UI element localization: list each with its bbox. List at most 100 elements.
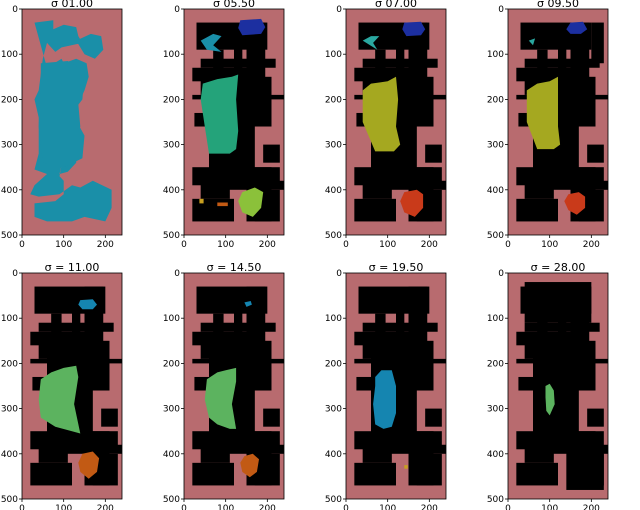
y-tick-label: 0 bbox=[174, 269, 180, 279]
wall-region bbox=[524, 180, 554, 199]
wall-region bbox=[518, 376, 533, 391]
segment-region bbox=[240, 453, 259, 478]
y-tick-label: 300 bbox=[325, 405, 342, 415]
y-tick-label: 500 bbox=[1, 231, 18, 241]
panel-title: σ = 28.00 bbox=[531, 261, 586, 274]
x-tick-label: 0 bbox=[19, 504, 25, 510]
wall-region bbox=[192, 462, 234, 486]
wall-region bbox=[254, 453, 280, 486]
segment-region bbox=[545, 383, 555, 416]
wall-region bbox=[516, 462, 558, 486]
wall-region bbox=[72, 300, 81, 346]
y-tick-label: 500 bbox=[325, 495, 342, 505]
heatmap-area bbox=[184, 9, 284, 235]
panel-title: σ 05.50 bbox=[213, 0, 255, 10]
x-tick-label: 200 bbox=[97, 504, 114, 510]
segment-region bbox=[204, 367, 237, 429]
wall-region bbox=[354, 358, 446, 364]
y-tick-label: 200 bbox=[487, 95, 504, 105]
segment-region bbox=[199, 198, 204, 204]
wall-region bbox=[354, 94, 446, 100]
segment-region bbox=[244, 301, 252, 307]
wall-region bbox=[362, 180, 392, 199]
x-tick-label: 100 bbox=[55, 240, 72, 250]
segment-region bbox=[404, 465, 408, 469]
y-tick-label: 500 bbox=[325, 231, 342, 241]
wall-region bbox=[354, 198, 396, 222]
segment-region bbox=[400, 189, 424, 217]
wall-region bbox=[354, 462, 396, 486]
segment-region bbox=[238, 18, 266, 36]
axes-frame bbox=[345, 8, 447, 236]
y-tick-label: 400 bbox=[487, 450, 504, 460]
y-tick-label: 200 bbox=[163, 95, 180, 105]
y-tick-label: 100 bbox=[1, 50, 18, 60]
wall-region bbox=[63, 444, 122, 454]
segment-region bbox=[564, 192, 586, 215]
y-tick-label: 500 bbox=[163, 231, 180, 241]
x-tick-label: 100 bbox=[217, 240, 234, 250]
wall-region bbox=[362, 444, 392, 463]
x-tick-label: 100 bbox=[379, 504, 396, 510]
wall-region bbox=[200, 444, 230, 463]
wall-region bbox=[404, 76, 434, 127]
y-tick-label: 100 bbox=[1, 314, 18, 324]
x-tick-label: 0 bbox=[181, 240, 187, 250]
wall-region bbox=[387, 444, 446, 454]
segment-region bbox=[78, 299, 97, 310]
y-tick-label: 500 bbox=[487, 495, 504, 505]
x-tick-label: 200 bbox=[97, 240, 114, 250]
wall-region bbox=[225, 444, 284, 454]
y-tick-label: 200 bbox=[325, 95, 342, 105]
wall-region bbox=[387, 180, 446, 190]
x-tick-label: 200 bbox=[421, 504, 438, 510]
y-tick-label: 0 bbox=[12, 269, 18, 279]
wall-region bbox=[192, 358, 284, 364]
segment-region bbox=[528, 38, 536, 46]
segment-region bbox=[76, 33, 104, 59]
x-tick-label: 100 bbox=[379, 240, 396, 250]
y-tick-label: 300 bbox=[1, 405, 18, 415]
wall-region bbox=[225, 180, 284, 190]
y-tick-label: 200 bbox=[1, 95, 18, 105]
segment-region bbox=[217, 202, 228, 207]
y-tick-label: 400 bbox=[1, 186, 18, 196]
segment-region bbox=[526, 76, 561, 150]
x-tick-label: 0 bbox=[181, 504, 187, 510]
y-tick-label: 200 bbox=[163, 359, 180, 369]
y-tick-label: 200 bbox=[487, 359, 504, 369]
wall-region bbox=[516, 358, 608, 364]
heatmap-area bbox=[508, 9, 608, 235]
y-tick-label: 300 bbox=[325, 141, 342, 151]
wall-region bbox=[356, 376, 371, 391]
axes-frame bbox=[183, 8, 285, 236]
x-tick-label: 200 bbox=[583, 240, 600, 250]
panel-title: σ = 19.50 bbox=[369, 261, 424, 274]
panel-title: σ = 11.00 bbox=[45, 261, 100, 274]
x-tick-label: 0 bbox=[343, 504, 349, 510]
y-tick-label: 0 bbox=[336, 269, 342, 279]
x-tick-label: 200 bbox=[259, 240, 276, 250]
wall-region bbox=[263, 408, 280, 427]
x-tick-label: 0 bbox=[505, 240, 511, 250]
wall-region bbox=[192, 198, 234, 222]
wall-region bbox=[516, 94, 608, 100]
wall-region bbox=[242, 340, 272, 391]
wall-region bbox=[587, 408, 604, 427]
wall-region bbox=[38, 444, 68, 463]
x-tick-label: 0 bbox=[505, 504, 511, 510]
y-tick-label: 400 bbox=[325, 450, 342, 460]
y-tick-label: 300 bbox=[487, 405, 504, 415]
y-tick-label: 100 bbox=[487, 314, 504, 324]
segment-region bbox=[362, 76, 401, 152]
wall-region bbox=[425, 408, 442, 427]
heatmap-area bbox=[22, 273, 122, 499]
wall-region bbox=[192, 94, 284, 100]
wall-region bbox=[263, 144, 280, 163]
heatmap-area bbox=[346, 9, 446, 235]
segment-region bbox=[78, 451, 100, 479]
axes-frame bbox=[183, 272, 285, 500]
x-tick-label: 100 bbox=[541, 504, 558, 510]
